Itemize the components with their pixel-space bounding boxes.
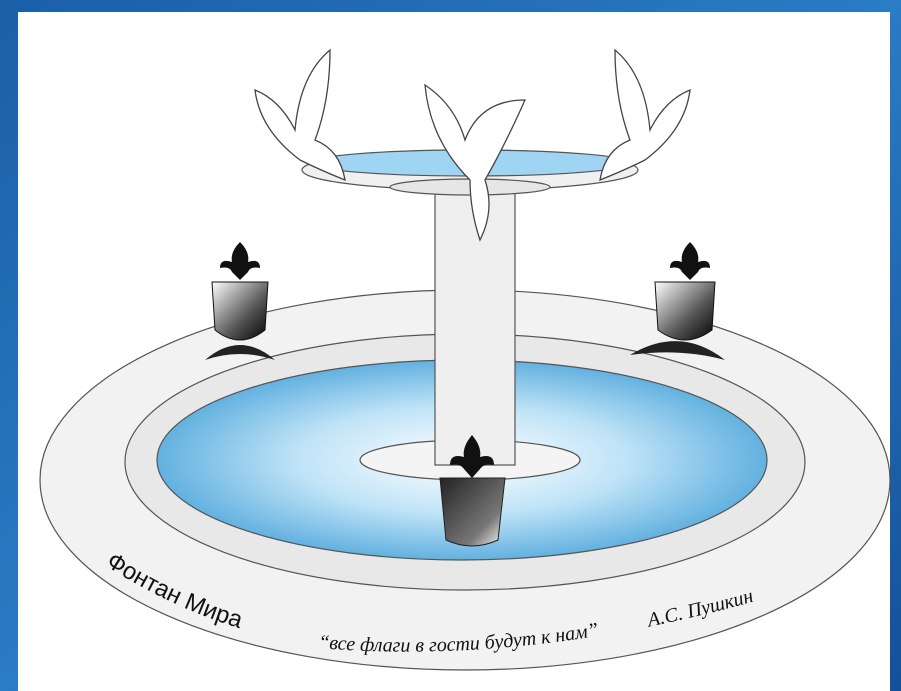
page: Фонтан Мира “все флаги в гости будут к н… (0, 0, 901, 691)
